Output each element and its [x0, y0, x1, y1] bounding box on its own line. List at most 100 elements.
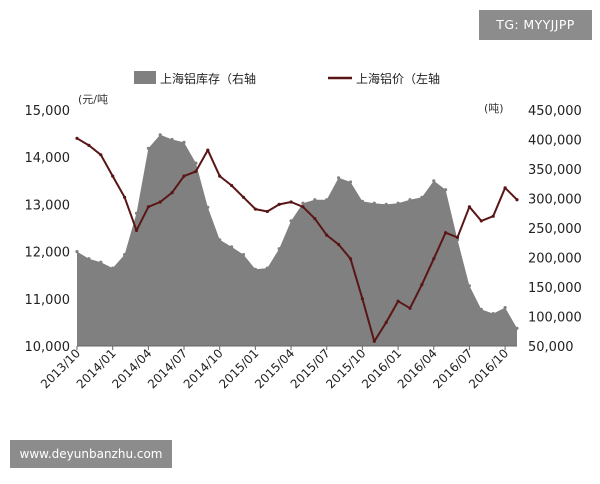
inventory-point	[170, 137, 174, 142]
price-point	[337, 242, 341, 247]
inventory-point	[218, 238, 222, 242]
inventory-point	[99, 260, 103, 264]
price-line	[76, 137, 518, 343]
price-point	[432, 257, 436, 261]
left-tick-label: 12,000	[25, 246, 71, 261]
price-point	[408, 306, 412, 310]
inventory-point	[253, 267, 257, 271]
price-point	[111, 174, 115, 178]
right-axis-unit: (吨)	[484, 102, 504, 115]
price-point	[123, 195, 127, 199]
left-axis-unit: (元/吨	[78, 93, 108, 106]
inventory-point	[194, 161, 198, 165]
left-tick-label: 13,000	[25, 198, 71, 213]
inventory-point	[123, 253, 127, 257]
price-point	[384, 320, 388, 324]
inventory-point	[396, 201, 400, 205]
inventory-point	[289, 219, 293, 223]
inventory-point	[75, 250, 79, 254]
legend-inventory-label: 上海铝库存（右轴	[160, 71, 256, 86]
watermark-top: TG: MYYJJPP	[479, 10, 592, 40]
price-point	[301, 205, 305, 209]
left-tick-label: 10,000	[25, 340, 71, 355]
x-tick-label: 2016/10	[466, 346, 511, 391]
inventory-point	[408, 198, 412, 202]
inventory-point	[455, 238, 460, 242]
inventory-point	[360, 199, 364, 203]
legend-price-label: 上海铝价（左轴	[356, 71, 440, 86]
price-point	[230, 183, 234, 188]
inventory-point	[491, 312, 495, 316]
price-point	[420, 283, 424, 287]
right-tick-label: 350,000	[528, 163, 582, 178]
inventory-point	[503, 306, 507, 310]
price-point	[170, 191, 174, 195]
inventory-point	[444, 188, 448, 192]
inventory-point	[206, 205, 210, 209]
price-point	[265, 209, 269, 214]
inventory-point	[372, 201, 376, 205]
price-point	[515, 198, 519, 202]
price-point	[75, 136, 79, 140]
price-point	[253, 207, 257, 211]
inventory-point	[158, 133, 162, 137]
inventory-point	[230, 245, 234, 249]
inventory-point	[420, 195, 424, 199]
price-point	[158, 200, 162, 204]
right-tick-label: 400,000	[528, 134, 582, 149]
inventory-point	[87, 257, 91, 261]
inventory-point	[348, 180, 353, 184]
price-point	[134, 228, 139, 232]
watermark-bottom: www.deyunbanzhu.com	[10, 440, 172, 468]
legend-inventory-swatch	[134, 71, 156, 84]
right-tick-label: 200,000	[528, 252, 582, 267]
inventory-point	[134, 211, 139, 215]
inventory-point	[301, 201, 305, 205]
inventory-point	[277, 247, 281, 251]
price-point	[194, 169, 198, 173]
price-point	[87, 143, 91, 147]
price-point	[206, 148, 210, 152]
price-point	[396, 299, 400, 303]
inventory-point	[111, 266, 115, 270]
right-tick-label: 100,000	[528, 311, 582, 326]
inventory-point	[325, 198, 329, 202]
price-point	[444, 231, 448, 235]
inventory-point	[313, 198, 317, 202]
inventory-point	[241, 253, 246, 257]
price-point	[491, 214, 495, 218]
price-point	[455, 235, 460, 239]
price-point	[146, 205, 150, 209]
inventory-point	[384, 202, 388, 206]
inventory-point	[146, 146, 150, 150]
inventory-point	[432, 179, 436, 183]
price-point	[218, 174, 222, 178]
inventory-point	[479, 307, 483, 311]
inventory-point	[182, 140, 186, 144]
price-point	[99, 153, 103, 157]
price-point	[360, 297, 364, 301]
price-point	[325, 233, 329, 237]
price-point	[348, 257, 353, 261]
inventory-point	[515, 326, 519, 330]
inventory-area	[77, 134, 517, 346]
inventory-point	[337, 176, 341, 180]
price-point	[241, 195, 246, 199]
inventory-point	[467, 284, 471, 288]
right-tick-label: 50,000	[528, 340, 574, 355]
price-point	[503, 186, 507, 190]
inventory-point	[265, 266, 269, 270]
price-point	[289, 200, 293, 204]
price-point	[479, 219, 483, 223]
price-point	[277, 202, 281, 206]
left-tick-label: 14,000	[25, 151, 71, 166]
right-tick-label: 300,000	[528, 193, 582, 208]
price-point	[182, 174, 186, 178]
right-tick-label: 450,000	[528, 104, 582, 119]
price-point	[313, 217, 317, 221]
left-tick-label: 11,000	[25, 293, 71, 308]
left-tick-label: 15,000	[25, 104, 71, 119]
price-point	[467, 205, 471, 209]
